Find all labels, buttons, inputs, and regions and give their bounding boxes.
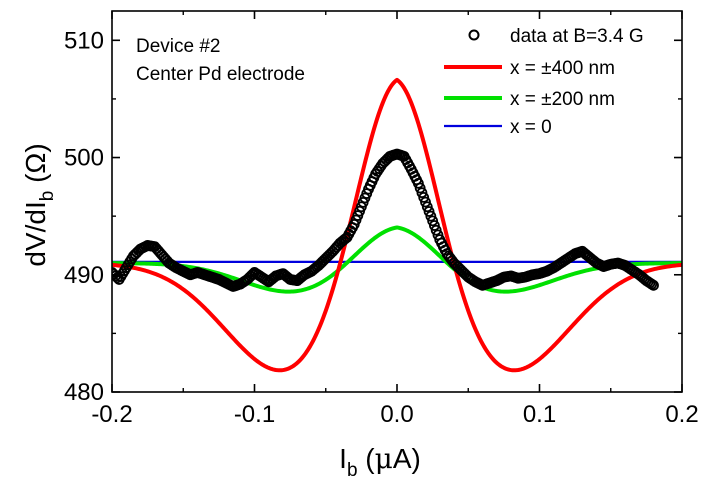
series-line-400nm <box>112 77 682 373</box>
data-point-dense <box>425 210 437 222</box>
y-axis-title-unit: (Ω) <box>20 143 51 190</box>
data-point-dense <box>414 182 426 194</box>
annotation-electrode: Center Pd electrode <box>136 64 305 85</box>
plot-background <box>112 11 682 392</box>
data-point-dense <box>418 191 430 203</box>
data-point <box>420 196 431 208</box>
series-layer <box>112 77 682 373</box>
x-axis-title: Ib (μA) <box>339 442 421 481</box>
legend-label-zero: x = 0 <box>510 117 552 138</box>
x-tick-labels: -0.2 -0.1 0.0 0.1 0.2 <box>91 401 698 428</box>
data-point <box>648 279 659 291</box>
y-axis-title: dV/dIb (Ω) <box>20 143 58 266</box>
data-point-dense <box>423 206 435 217</box>
x-tick-label: -0.2 <box>91 401 132 428</box>
x-axis-title-open: ( <box>358 443 376 474</box>
x-axis-title-main: I <box>339 443 347 474</box>
data-point-dense <box>421 201 433 213</box>
y-tick-label: 500 <box>64 145 104 172</box>
legend-label-data: data at B=3.4 G <box>510 26 644 47</box>
y-tick-labels: 480 490 500 510 <box>64 27 104 406</box>
data-point-dense <box>416 187 428 199</box>
legend-marker-data <box>468 29 480 41</box>
series-data-points <box>112 148 659 292</box>
x-tick-label: 0.0 <box>380 401 413 428</box>
data-point <box>427 215 439 227</box>
y-axis-title-main: dV/dI <box>20 201 51 266</box>
data-point-dense <box>430 224 442 236</box>
data-point-dense <box>429 220 440 231</box>
plot-frame <box>111 10 683 393</box>
y-tick-label: 490 <box>64 262 104 289</box>
data-point <box>412 177 424 189</box>
x-tick-label: -0.1 <box>234 401 275 428</box>
legend-label-200nm: x = ±200 nm <box>510 89 615 110</box>
y-axis-title-sub: b <box>37 191 58 202</box>
y-tick-label: 480 <box>64 379 104 406</box>
x-tick-label: 0.1 <box>523 401 556 428</box>
legend: data at B=3.4 G x = ±400 nm x = ±200 nm … <box>444 26 644 138</box>
x-tick-label: 0.2 <box>665 401 698 428</box>
x-axis-title-rest: A) <box>393 443 421 474</box>
legend-label-400nm: x = ±400 nm <box>510 58 615 79</box>
x-axis-title-sub: b <box>347 460 358 481</box>
y-tick-label: 510 <box>64 27 104 54</box>
x-axis-title-mu: μ <box>375 442 393 475</box>
annotation-device: Device #2 <box>136 36 221 57</box>
